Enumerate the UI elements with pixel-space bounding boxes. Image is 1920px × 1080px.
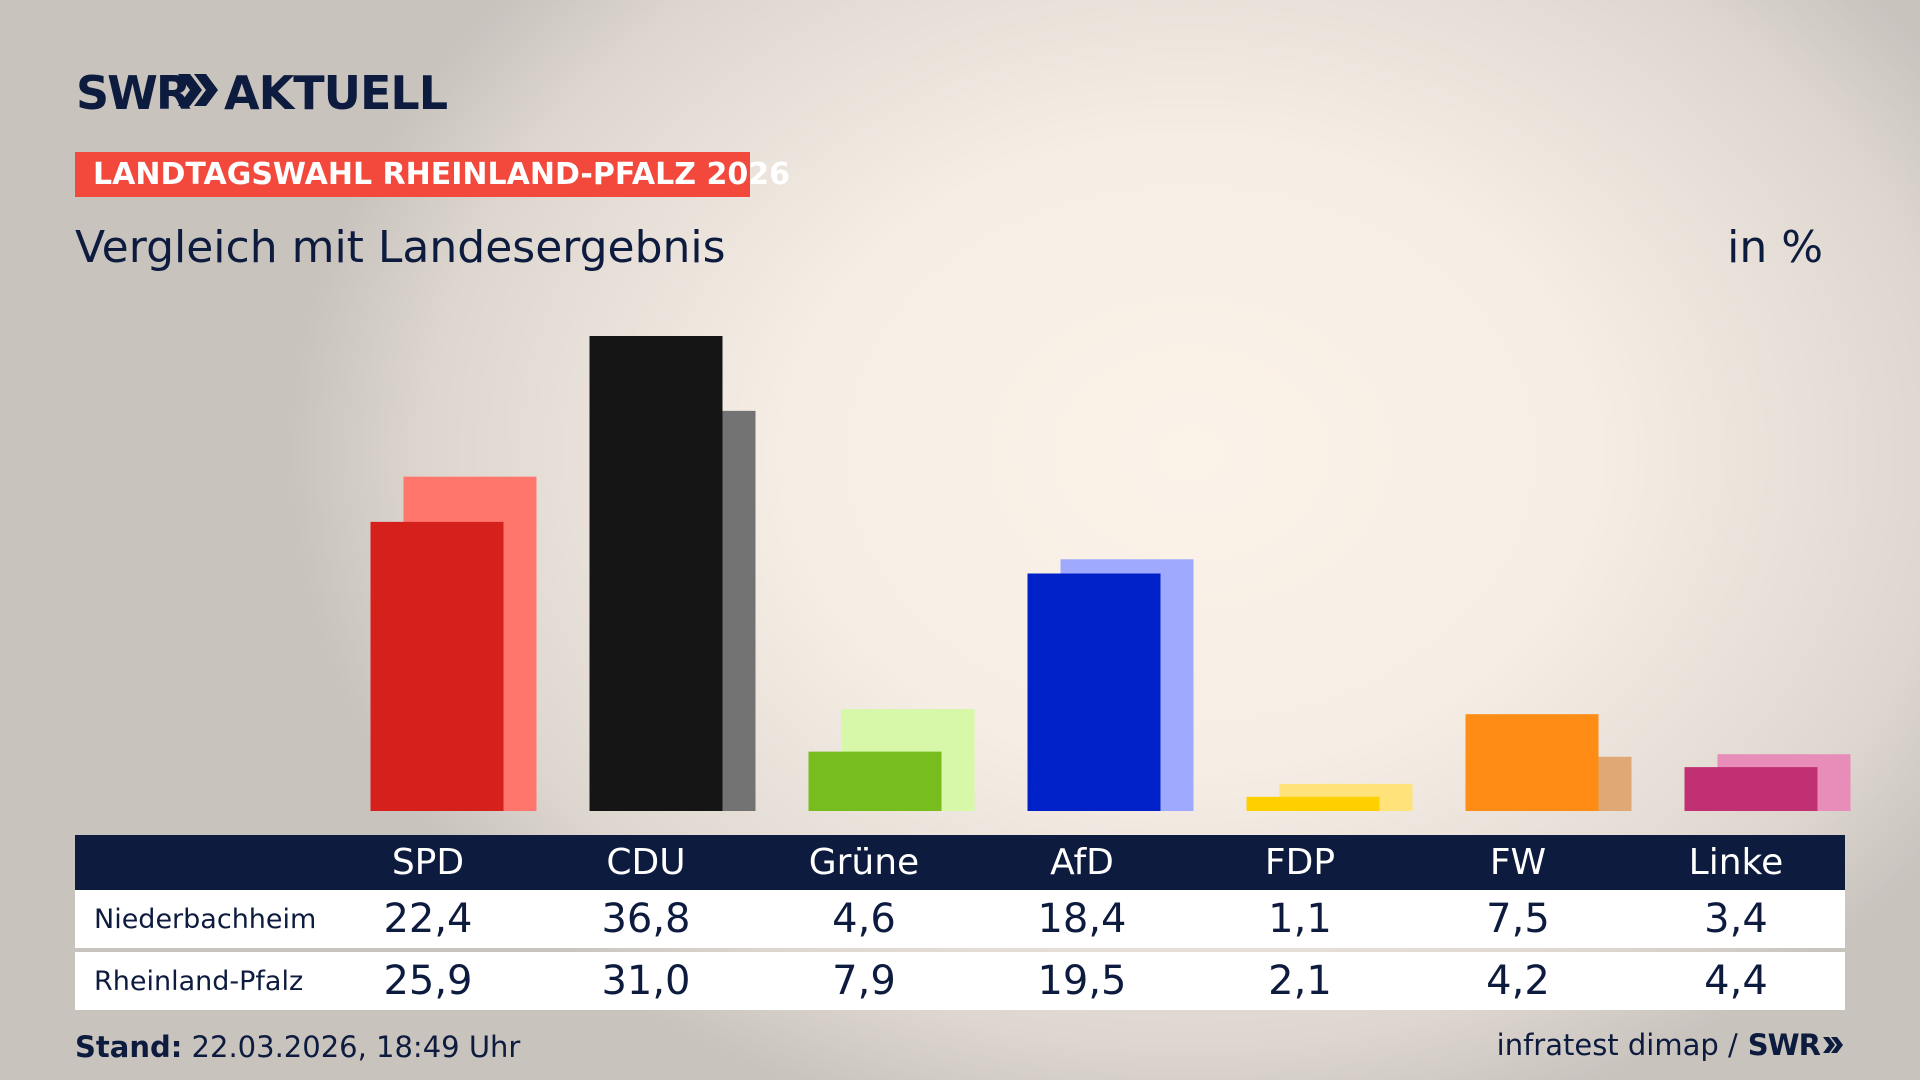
value-cell: 36,8: [601, 896, 691, 942]
unit-label: in %: [1727, 222, 1823, 273]
value-cell: 7,5: [1486, 896, 1550, 942]
table-row: Rheinland-Pfalz 25,9 31,0 7,9 19,5 2,1 4…: [75, 952, 1845, 1010]
results-table: SPD CDU Grüne AfD FDP FW Linke Niederbac…: [75, 835, 1845, 1010]
row-label: Niederbachheim: [94, 903, 317, 935]
table-header: SPD CDU Grüne AfD FDP FW Linke: [75, 835, 1845, 890]
table-row: Niederbachheim 22,4 36,8 4,6 18,4 1,1 7,…: [75, 890, 1845, 948]
bar-spd-niederbachheim: [370, 521, 504, 811]
topic-tag: LANDTAGSWAHL RHEINLAND-PFALZ 2026: [75, 152, 790, 197]
table-header-corner: [75, 835, 319, 890]
value-cell: 3,4: [1704, 896, 1768, 942]
bar-fw-niederbachheim: [1465, 714, 1599, 811]
value-cell: 7,9: [832, 958, 896, 1004]
bar-cdu-niederbachheim: [589, 336, 723, 811]
brand-prefix: SWR: [76, 66, 191, 120]
party-header: SPD: [391, 842, 465, 883]
value-cell: 25,9: [383, 958, 473, 1004]
row-label: Rheinland-Pfalz: [94, 965, 304, 997]
value-cell: 4,6: [832, 896, 896, 942]
party-header: FDP: [1264, 842, 1336, 883]
value-cell: 22,4: [383, 896, 473, 942]
party-header: Linke: [1688, 842, 1784, 883]
stand-label: Stand:: [75, 1030, 183, 1064]
value-cell: 4,2: [1486, 958, 1550, 1004]
stand-value: 22.03.2026, 18:49 Uhr: [191, 1030, 521, 1064]
party-header: AfD: [1050, 842, 1114, 883]
bar-chart: [370, 336, 1851, 811]
bar-afd-niederbachheim: [1027, 573, 1161, 811]
value-cell: 18,4: [1037, 896, 1127, 942]
chart-title: Vergleich mit Landesergebnis: [75, 222, 726, 273]
party-header: Grüne: [808, 842, 920, 883]
swr-footer-logo: SWR: [1747, 1028, 1821, 1062]
double-chevron-icon: [178, 74, 218, 106]
value-cell: 31,0: [601, 958, 691, 1004]
double-chevron-icon: [1823, 1037, 1843, 1053]
source-credit: infratest dimap / SWR: [1497, 1028, 1844, 1062]
bar-fdp-niederbachheim: [1246, 796, 1380, 811]
brand-name: AKTUELL: [224, 66, 448, 120]
bar-linke-niederbachheim: [1684, 767, 1818, 811]
party-header: FW: [1489, 842, 1547, 883]
source-text: infratest dimap /: [1496, 1028, 1738, 1062]
value-cell: 19,5: [1037, 958, 1127, 1004]
bar-grüne-niederbachheim: [808, 751, 942, 811]
party-header: CDU: [606, 842, 686, 883]
timestamp: Stand: 22.03.2026, 18:49 Uhr: [75, 1030, 520, 1064]
value-cell: 2,1: [1268, 958, 1332, 1004]
value-cell: 1,1: [1268, 896, 1332, 942]
value-cell: 4,4: [1704, 958, 1768, 1004]
